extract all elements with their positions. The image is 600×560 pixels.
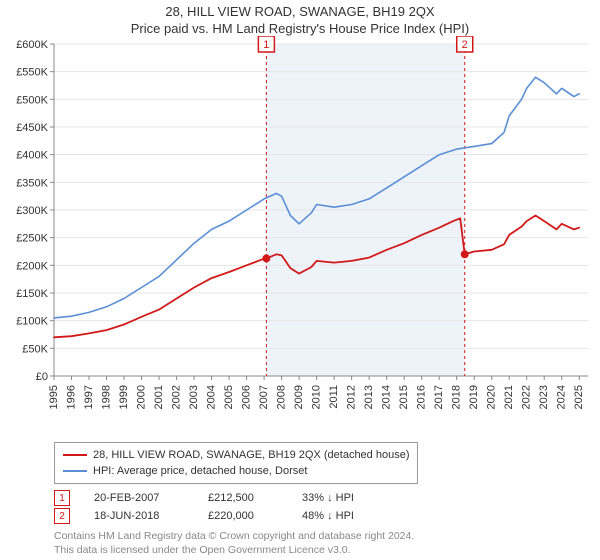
sale-marker: 1	[54, 490, 70, 506]
svg-text:2021: 2021	[503, 385, 515, 409]
svg-text:2004: 2004	[206, 385, 218, 409]
svg-text:1: 1	[263, 39, 269, 51]
svg-text:£100K: £100K	[16, 316, 48, 328]
footnote-line-1: Contains HM Land Registry data © Crown c…	[54, 530, 414, 542]
svg-text:2018: 2018	[451, 385, 463, 409]
svg-text:£500K: £500K	[16, 94, 48, 106]
svg-text:2009: 2009	[293, 385, 305, 409]
legend-item: HPI: Average price, detached house, Dors…	[63, 463, 409, 479]
sale-diff: 33% ↓ HPI	[302, 492, 392, 504]
legend-label: 28, HILL VIEW ROAD, SWANAGE, BH19 2QX (d…	[93, 449, 409, 461]
chart-title: 28, HILL VIEW ROAD, SWANAGE, BH19 2QX	[0, 4, 600, 19]
svg-text:2024: 2024	[556, 385, 568, 409]
svg-text:2014: 2014	[381, 385, 393, 409]
svg-text:£0: £0	[36, 371, 48, 383]
svg-text:2012: 2012	[346, 385, 358, 409]
svg-text:2003: 2003	[188, 385, 200, 409]
chart-area: £0 £50K £100K £150K £200K £250K £300K £350K £400…	[0, 36, 600, 436]
svg-text:2017: 2017	[433, 385, 445, 409]
svg-text:2016: 2016	[416, 385, 428, 409]
svg-text:2022: 2022	[521, 385, 533, 409]
svg-text:1995: 1995	[48, 385, 60, 409]
sale-marker: 2	[54, 508, 70, 524]
svg-text:1996: 1996	[66, 385, 78, 409]
svg-text:2011: 2011	[328, 385, 340, 409]
svg-text:2005: 2005	[223, 385, 235, 409]
svg-text:£600K: £600K	[16, 39, 48, 51]
svg-text:2007: 2007	[258, 385, 270, 409]
svg-text:1998: 1998	[101, 385, 113, 409]
svg-text:£250K: £250K	[16, 233, 48, 245]
svg-text:2008: 2008	[276, 385, 288, 409]
svg-text:2019: 2019	[468, 385, 480, 409]
svg-text:2006: 2006	[241, 385, 253, 409]
svg-text:£50K: £50K	[22, 343, 48, 355]
line-chart: £0 £50K £100K £150K £200K £250K £300K £350K £400…	[0, 36, 600, 436]
sale-row: 1 20-FEB-2007 £212,500 33% ↓ HPI	[54, 490, 600, 506]
legend-label: HPI: Average price, detached house, Dors…	[93, 465, 307, 477]
sale-date: 18-JUN-2018	[94, 510, 184, 522]
svg-text:2023: 2023	[538, 385, 550, 409]
svg-text:1999: 1999	[118, 385, 130, 409]
sales-list: 1 20-FEB-2007 £212,500 33% ↓ HPI 2 18-JUN-201…	[0, 490, 600, 524]
sale-price: £220,000	[208, 510, 278, 522]
legend-item: 28, HILL VIEW ROAD, SWANAGE, BH19 2QX (d…	[63, 447, 409, 463]
svg-text:£150K: £150K	[16, 288, 48, 300]
chart-subtitle: Price paid vs. HM Land Registry's House …	[0, 21, 600, 36]
svg-text:£350K: £350K	[16, 177, 48, 189]
footnote-line-2: This data is licensed under the Open Gov…	[54, 544, 351, 556]
svg-text:2: 2	[462, 39, 468, 51]
sale-diff: 48% ↓ HPI	[302, 510, 392, 522]
svg-text:£400K: £400K	[16, 150, 48, 162]
svg-text:2010: 2010	[311, 385, 323, 409]
svg-text:£550K: £550K	[16, 67, 48, 79]
legend-swatch	[63, 470, 87, 472]
svg-text:£450K: £450K	[16, 122, 48, 134]
svg-text:2015: 2015	[398, 385, 410, 409]
svg-text:2000: 2000	[136, 385, 148, 409]
legend-swatch	[63, 454, 87, 456]
legend: 28, HILL VIEW ROAD, SWANAGE, BH19 2QX (d…	[54, 442, 418, 484]
svg-text:2013: 2013	[363, 385, 375, 409]
svg-text:2001: 2001	[153, 385, 165, 409]
sale-date: 20-FEB-2007	[94, 492, 184, 504]
svg-text:£200K: £200K	[16, 260, 48, 272]
svg-text:1997: 1997	[83, 385, 95, 409]
svg-text:£300K: £300K	[16, 205, 48, 217]
svg-text:2020: 2020	[486, 385, 498, 409]
sale-row: 2 18-JUN-2018 £220,000 48% ↓ HPI	[54, 508, 600, 524]
svg-text:2002: 2002	[171, 385, 183, 409]
sale-price: £212,500	[208, 492, 278, 504]
footnote: Contains HM Land Registry data © Crown c…	[54, 530, 600, 557]
svg-text:2025: 2025	[573, 385, 585, 409]
